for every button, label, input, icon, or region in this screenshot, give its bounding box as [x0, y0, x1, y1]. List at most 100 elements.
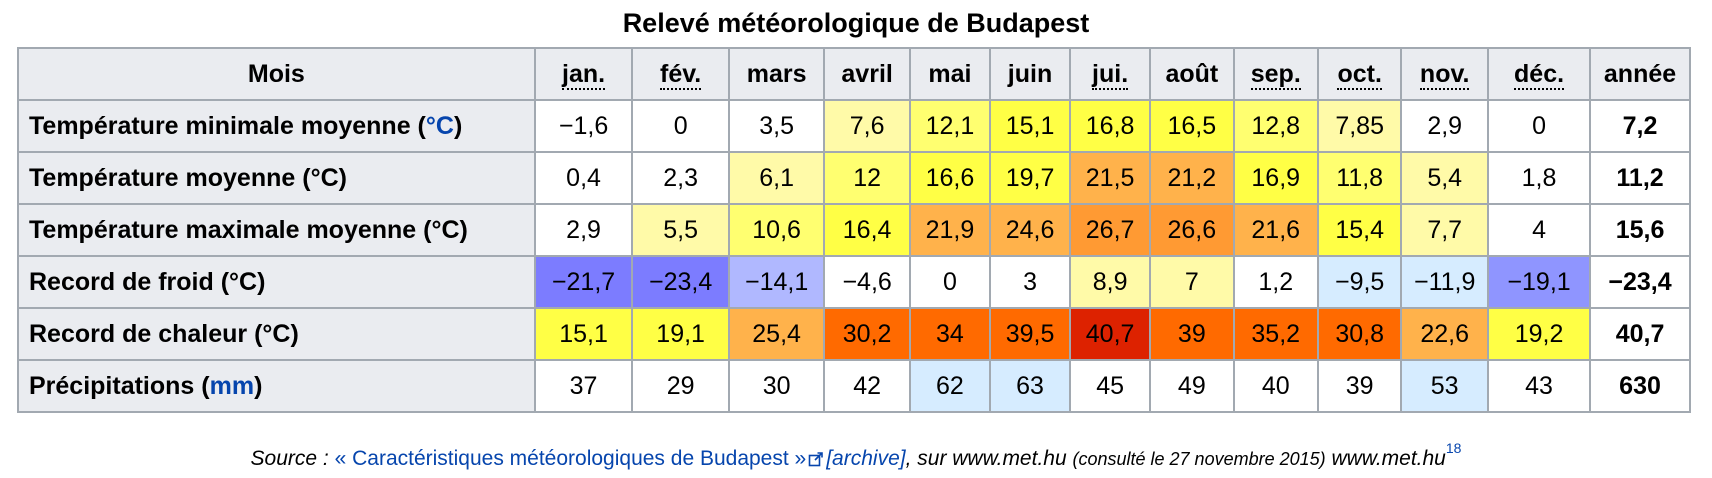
value-cell: 25,4	[727, 307, 826, 361]
header-month: oct.	[1316, 47, 1403, 101]
paren: )	[254, 371, 263, 400]
value-cell: 16,4	[823, 203, 911, 257]
value-cell: 24,6	[988, 203, 1072, 257]
source-prefix: Source :	[250, 447, 335, 470]
value-cell: 16,9	[1232, 151, 1319, 205]
table-title: Relevé météorologique de Budapest	[622, 8, 1090, 38]
reference-number[interactable]: 18	[1445, 440, 1462, 456]
value-cell: 16,8	[1069, 99, 1152, 153]
unit-label: °C	[262, 319, 291, 348]
value-cell: 7,7	[1400, 203, 1490, 257]
header-month: nov.	[1400, 47, 1490, 101]
row-header: Température maximale moyenne (°C)	[17, 203, 536, 257]
year-cell: 7,2	[1589, 99, 1691, 153]
source-link[interactable]: « Caractéristiques météorologiques de Bu…	[334, 447, 807, 470]
value-cell: −9,5	[1316, 255, 1403, 309]
header-mois: Mois	[17, 47, 536, 101]
value-cell: 19,7	[988, 151, 1072, 205]
month-abbr: jui.	[1092, 59, 1129, 90]
value-cell: 15,1	[988, 99, 1072, 153]
unit-label[interactable]: mm	[209, 371, 255, 400]
value-cell: 11,8	[1316, 151, 1403, 205]
header-month: avril	[823, 47, 911, 101]
value-cell: 62	[908, 359, 991, 413]
table-row: Température maximale moyenne (°C) 2,9 5,5 1…	[17, 203, 1691, 257]
year-cell: 15,6	[1589, 203, 1691, 257]
row-header: Précipitations (mm)	[17, 359, 536, 413]
value-cell: 7,6	[823, 99, 911, 153]
paren: (	[213, 267, 230, 296]
month-abbr: jan.	[562, 59, 606, 90]
header-month: août	[1149, 47, 1235, 101]
source-consulted: (consulté le 27 novembre 2015)	[1072, 449, 1326, 469]
value-cell: 29	[631, 359, 730, 413]
value-cell: 43	[1487, 359, 1592, 413]
row-header: Record de chaleur (°C)	[17, 307, 536, 361]
value-cell: 0,4	[533, 151, 634, 205]
paren: )	[453, 111, 463, 140]
source-site: , sur www.met.hu	[905, 447, 1073, 470]
paren: )	[290, 319, 299, 348]
value-cell: 53	[1400, 359, 1490, 413]
header-month: mars	[727, 47, 826, 101]
paren: )	[338, 163, 347, 192]
value-cell: 15,4	[1316, 203, 1403, 257]
row-label: Record de froid	[29, 267, 214, 296]
paren: (	[295, 163, 311, 192]
value-cell: 30,8	[1316, 307, 1403, 361]
year-cell: 40,7	[1589, 307, 1691, 361]
value-cell: 12,1	[908, 99, 991, 153]
paren: )	[459, 215, 468, 244]
value-cell: −23,4	[631, 255, 730, 309]
row-label: Précipitations	[29, 371, 195, 400]
paren: (	[247, 319, 263, 348]
value-cell: 21,5	[1069, 151, 1152, 205]
external-link-icon[interactable]	[808, 451, 824, 467]
value-cell: 21,6	[1232, 203, 1319, 257]
value-cell: 2,9	[533, 203, 634, 257]
table-row: Record de froid (°C) −21,7 −23,4 −14,1 −4,6 0…	[17, 255, 1691, 309]
value-cell: 21,9	[908, 203, 991, 257]
value-cell: 3	[988, 255, 1072, 309]
unit-label: °C	[229, 267, 258, 296]
value-cell: −1,6	[533, 99, 634, 153]
value-cell: 2,9	[1400, 99, 1490, 153]
value-cell: 0	[631, 99, 730, 153]
header-year: année	[1589, 47, 1691, 101]
value-cell: 12	[823, 151, 911, 205]
header-month: mai	[908, 47, 991, 101]
value-cell: 4	[1487, 203, 1592, 257]
row-label: Température maximale moyenne	[29, 215, 417, 244]
value-cell: 19,2	[1487, 307, 1592, 361]
value-cell: 1,2	[1232, 255, 1319, 309]
value-cell: 7,85	[1316, 99, 1403, 153]
value-cell: 5,4	[1400, 151, 1490, 205]
value-cell: 1,8	[1487, 151, 1592, 205]
value-cell: 49	[1149, 359, 1235, 413]
paren: (	[410, 111, 426, 140]
header-month: juin	[988, 47, 1072, 101]
header-month: jan.	[533, 47, 634, 101]
value-cell: −19,1	[1487, 255, 1592, 309]
value-cell: 3,5	[727, 99, 826, 153]
value-cell: 16,5	[1149, 99, 1235, 153]
row-header: Température moyenne (°C)	[17, 151, 536, 205]
value-cell: 19,1	[631, 307, 730, 361]
month-abbr: nov.	[1419, 59, 1470, 90]
value-cell: 30	[727, 359, 826, 413]
value-cell: 40,7	[1069, 307, 1152, 361]
value-cell: 10,6	[727, 203, 826, 257]
row-label: Température moyenne	[29, 163, 296, 192]
archive-link[interactable]: [archive]	[826, 447, 906, 470]
value-cell: 8,9	[1069, 255, 1152, 309]
value-cell: 39	[1316, 359, 1403, 413]
paren: (	[416, 215, 432, 244]
unit-label[interactable]: °C	[425, 111, 454, 140]
value-cell: 0	[908, 255, 991, 309]
header-month: déc.	[1487, 47, 1592, 101]
value-cell: 21,2	[1149, 151, 1235, 205]
header-month: fév.	[631, 47, 730, 101]
row-label: Température minimale moyenne	[29, 111, 411, 140]
table-row: Température moyenne (°C) 0,4 2,3 6,1 12 16,6 1…	[17, 151, 1691, 205]
header-month: sep.	[1232, 47, 1319, 101]
